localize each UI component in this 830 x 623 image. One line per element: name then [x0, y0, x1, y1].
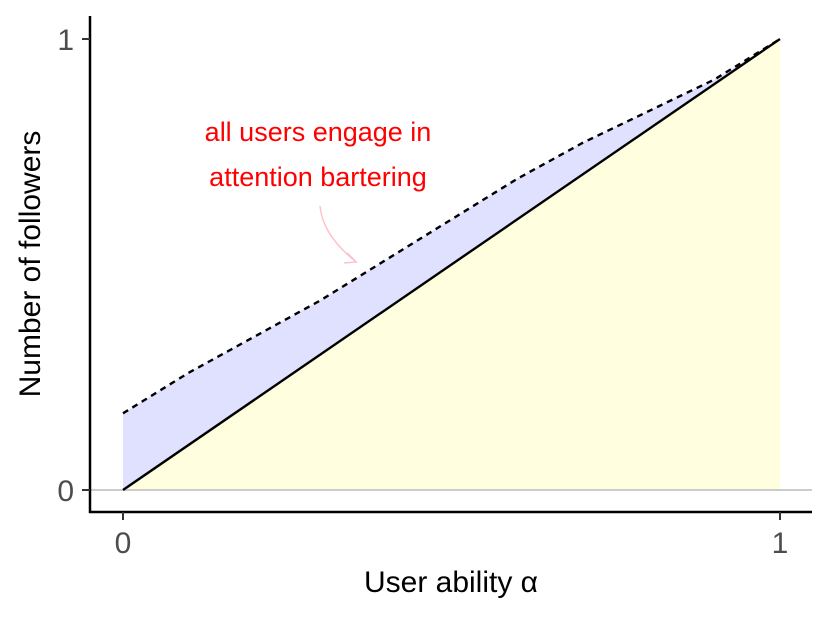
annotation: all users engage in attention bartering [205, 117, 432, 264]
solid-line [122, 38, 781, 491]
annotation-arrow [319, 205, 357, 263]
annotation-text: attention bartering [209, 162, 427, 192]
x-tick-label: 0 [115, 527, 132, 560]
x-tick-label: 1 [772, 527, 789, 560]
annotation-arrowhead [344, 252, 358, 264]
series-layer [122, 37, 781, 491]
x-axis-title: User ability α [364, 566, 538, 599]
axes-layer [88, 16, 812, 514]
y-tick-label: 1 [57, 24, 74, 57]
y-tick-label: 0 [57, 475, 74, 508]
tick-layer: 0 1 0 1 [57, 24, 788, 560]
y-axis-title: Number of followers [14, 131, 47, 398]
annotation-text: all users engage in [205, 117, 432, 147]
annotation-layer: all users engage in attention bartering [205, 117, 432, 264]
dashed-line [122, 37, 781, 415]
